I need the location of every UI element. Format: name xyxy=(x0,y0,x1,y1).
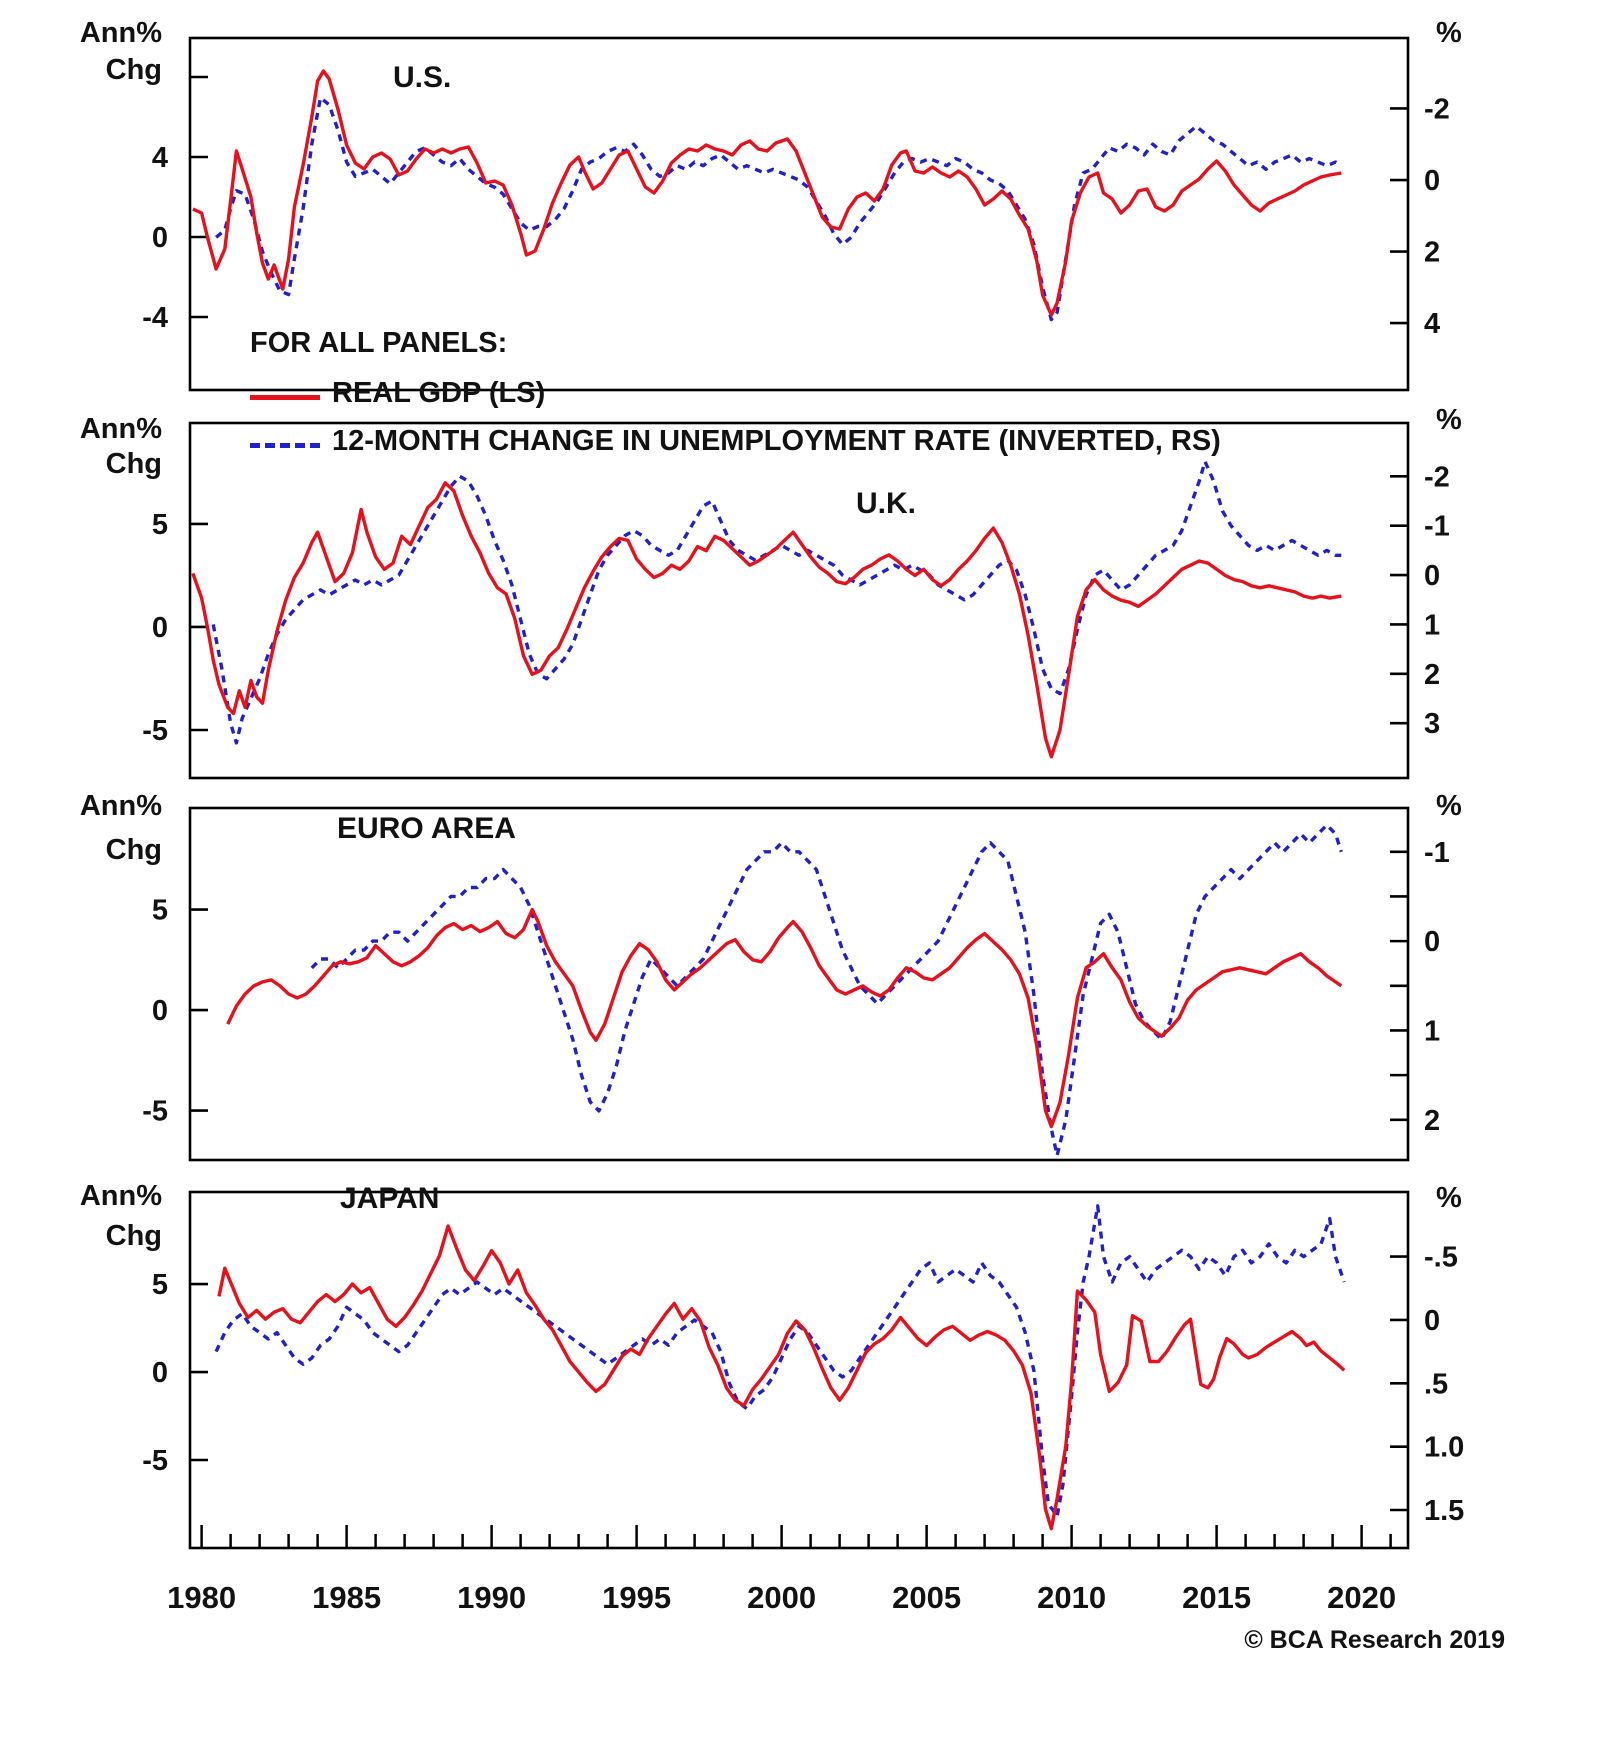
left-axis-tick-label: 0 xyxy=(152,222,168,254)
right-axis-tick-label: -1 xyxy=(1424,837,1450,869)
panel-frame-2 xyxy=(188,806,1410,1162)
left-axis-tick-label: -4 xyxy=(142,302,168,334)
x-axis-year-label: 1995 xyxy=(602,1580,671,1615)
legend-label-unemployment: 12-MONTH CHANGE IN UNEMPLOYMENT RATE (IN… xyxy=(332,425,1221,457)
right-axis-tick-label: 1.0 xyxy=(1424,1432,1464,1464)
left-axis-tick-label: -5 xyxy=(142,1445,168,1477)
real-gdp-line-euro-area xyxy=(226,907,1343,1129)
unemployment-change-line-u-k- xyxy=(211,459,1342,745)
x-axis-year-label: 1990 xyxy=(457,1580,526,1615)
left-axis-tick-label: 0 xyxy=(152,995,168,1027)
real-gdp-line-japan xyxy=(217,1224,1346,1531)
right-axis-tick-label: 3 xyxy=(1424,708,1440,740)
left-axis-unit-line1-japan: Ann% xyxy=(79,1180,162,1212)
left-axis-tick-label: 5 xyxy=(152,1269,168,1301)
left-axis-tick-label: -5 xyxy=(142,715,168,747)
real-gdp-line-u-s- xyxy=(192,69,1342,317)
right-axis-tick-label: 0 xyxy=(1424,1305,1440,1337)
x-axis-year-label: 2015 xyxy=(1182,1580,1251,1615)
panel-title-uk: U.K. xyxy=(856,487,916,520)
left-axis-tick-label: -5 xyxy=(142,1096,168,1128)
right-axis-unit-uk: % xyxy=(1436,404,1462,436)
right-axis-tick-label: -1 xyxy=(1424,511,1450,543)
legend-label-real-gdp: REAL GDP (LS) xyxy=(332,377,546,409)
panel-title-euro-area: EURO AREA xyxy=(337,812,516,845)
panel-frame-1 xyxy=(188,421,1410,780)
left-axis-unit-line1-uk: Ann% xyxy=(79,413,162,445)
left-axis-tick-label: 5 xyxy=(152,509,168,541)
unemployment-change-line-u-s- xyxy=(215,95,1343,322)
right-axis-tick-label: 2 xyxy=(1424,1105,1440,1137)
panel-title-japan: JAPAN xyxy=(340,1182,440,1215)
right-axis-tick-label: .5 xyxy=(1424,1368,1448,1400)
legend-swatch-unemployment xyxy=(250,443,320,448)
right-axis-tick-label: 4 xyxy=(1424,308,1440,340)
right-axis-tick-label: -2 xyxy=(1424,93,1450,125)
right-axis-tick-label: 2 xyxy=(1424,659,1440,691)
x-axis-year-label: 2020 xyxy=(1327,1580,1396,1615)
left-axis-unit-line2-euro: Chg xyxy=(105,834,162,866)
legend-swatch-real-gdp xyxy=(250,395,320,400)
right-axis-tick-label: 0 xyxy=(1424,560,1440,592)
left-axis-unit-line2-japan: Chg xyxy=(105,1220,162,1252)
right-axis-tick-label: 2 xyxy=(1424,237,1440,269)
x-axis-year-label: 1985 xyxy=(312,1580,381,1615)
panel-frame-0 xyxy=(188,36,1410,392)
copyright-notice: © BCA Research 2019 xyxy=(1244,1626,1505,1654)
x-axis-year-label: 2005 xyxy=(892,1580,961,1615)
left-axis-tick-label: 0 xyxy=(152,1357,168,1389)
right-axis-unit-euro: % xyxy=(1436,790,1462,822)
right-axis-tick-label: 1 xyxy=(1424,609,1440,641)
real-gdp-line-u-k- xyxy=(191,481,1342,759)
right-axis-tick-label: -.5 xyxy=(1424,1242,1458,1274)
right-axis-tick-label: 0 xyxy=(1424,926,1440,958)
x-axis-year-label: 2000 xyxy=(747,1580,816,1615)
left-axis-tick-label: 4 xyxy=(152,142,168,174)
unemployment-change-line-euro-area xyxy=(310,823,1343,1158)
right-axis-tick-label: 1.5 xyxy=(1424,1495,1464,1527)
legend-heading: FOR ALL PANELS: xyxy=(250,327,508,359)
right-axis-tick-label: -2 xyxy=(1424,461,1450,493)
right-axis-tick-label: 0 xyxy=(1424,165,1440,197)
x-axis-year-label: 1980 xyxy=(167,1580,236,1615)
unemployment-change-line-japan xyxy=(214,1204,1346,1519)
left-axis-tick-label: 5 xyxy=(152,895,168,927)
left-axis-unit-line2-uk: Chg xyxy=(105,448,162,480)
left-axis-unit-line2-us: Chg xyxy=(105,54,162,86)
left-axis-unit-line1-us: Ann% xyxy=(79,17,162,49)
right-axis-unit-us: % xyxy=(1436,17,1462,49)
right-axis-tick-label: 1 xyxy=(1424,1015,1440,1047)
x-axis-year-label: 2010 xyxy=(1037,1580,1106,1615)
left-axis-tick-label: 0 xyxy=(152,612,168,644)
panel-title-us: U.S. xyxy=(393,61,452,94)
panel-frame-3 xyxy=(188,1190,1410,1550)
right-axis-unit-japan: % xyxy=(1436,1182,1462,1214)
left-axis-unit-line1-euro: Ann% xyxy=(79,790,162,822)
